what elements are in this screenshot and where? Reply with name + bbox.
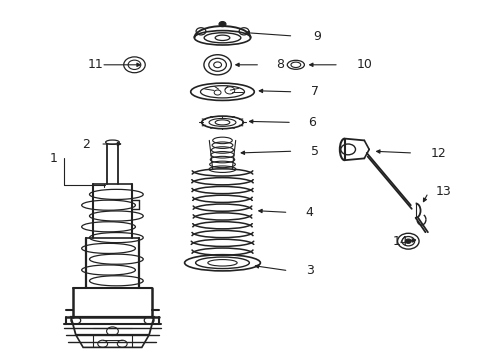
Text: 13: 13 <box>434 185 450 198</box>
Text: 5: 5 <box>310 145 318 158</box>
Text: 8: 8 <box>276 58 284 71</box>
Text: 6: 6 <box>307 116 315 129</box>
Text: 10: 10 <box>356 58 372 71</box>
Text: 2: 2 <box>81 138 89 150</box>
Text: 1: 1 <box>50 152 58 165</box>
Circle shape <box>219 22 225 27</box>
Text: 14: 14 <box>392 235 407 248</box>
Text: 4: 4 <box>305 206 313 219</box>
Text: 7: 7 <box>310 85 318 98</box>
Text: 9: 9 <box>312 30 320 42</box>
Text: 12: 12 <box>429 147 445 159</box>
Text: 3: 3 <box>305 264 313 277</box>
Circle shape <box>405 239 410 243</box>
Text: 11: 11 <box>88 58 103 71</box>
